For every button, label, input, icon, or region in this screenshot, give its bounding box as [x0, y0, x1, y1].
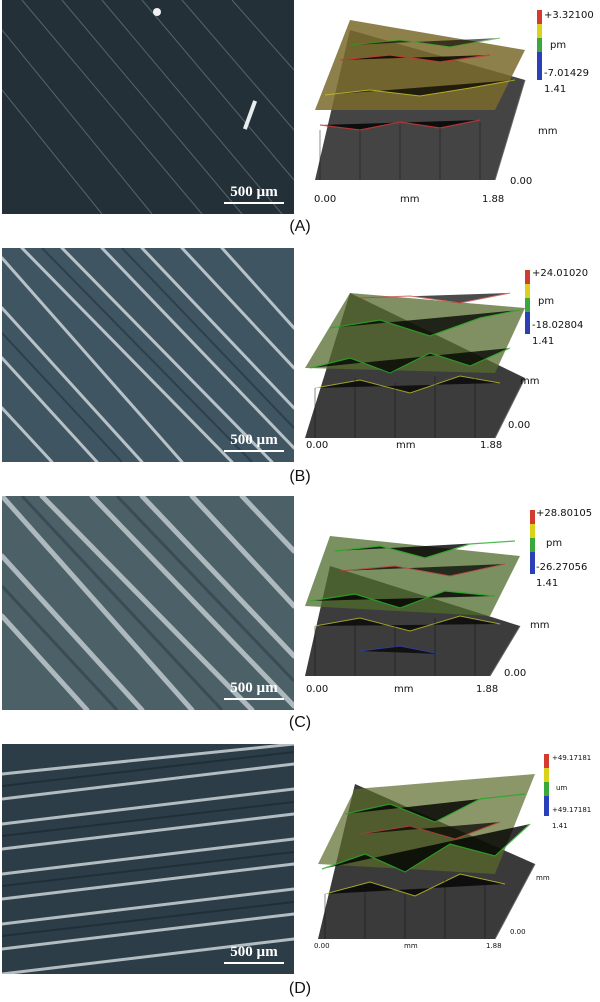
- x-axis-end: 1.88: [476, 684, 499, 695]
- surface-plot-a: +3.32100 pm -7.01429 1.41 mm 0.00 0.00 m…: [300, 0, 600, 214]
- colorbar-yellow: [525, 284, 530, 298]
- x-axis-start: 0.00: [306, 440, 329, 451]
- colorbar-red: [525, 270, 530, 284]
- colorbar-min: -18.02804: [532, 320, 584, 331]
- x-axis-start: 0.00: [314, 942, 330, 950]
- micrograph-c: 500 µm: [2, 496, 294, 710]
- x-axis-end: 1.88: [486, 942, 502, 950]
- scale-bar: 500 µm: [224, 432, 284, 452]
- surface-plot-b: +24.01020 pm -18.02804 1.41 mm 0.00 0.00…: [300, 248, 600, 462]
- scale-bar: 500 µm: [224, 944, 284, 964]
- y-axis-zero: 0.00: [510, 928, 526, 936]
- x-axis-unit: mm: [404, 942, 418, 950]
- surface-plot-d: +49.17181 um +49.17181 1.41 mm 0.00 0.00…: [300, 744, 600, 974]
- colorbar-unit: pm: [538, 296, 555, 307]
- micrograph-a: 500 µm: [2, 0, 294, 214]
- colorbar-max: +24.01020: [532, 268, 589, 279]
- y-axis-unit: mm: [536, 874, 550, 882]
- colorbar-blue: [544, 796, 549, 816]
- micrograph-d-image: [2, 744, 294, 974]
- colorbar-blue: [530, 552, 535, 574]
- y-axis-length: 1.41: [544, 84, 567, 95]
- micrograph-b-image: [2, 248, 294, 462]
- y-axis-zero: 0.00: [510, 176, 533, 187]
- y-axis-unit: mm: [530, 620, 550, 631]
- panel-b: 500 µm +24.0102: [0, 248, 600, 496]
- colorbar-green: [530, 538, 535, 552]
- colorbar-green: [525, 298, 530, 312]
- panel-c: 500 µm: [0, 496, 600, 744]
- x-axis-unit: mm: [396, 440, 416, 451]
- colorbar-max: +3.32100: [544, 10, 594, 21]
- surface-plot-b-svg: [305, 292, 526, 439]
- colorbar-min: -26.27056: [536, 562, 588, 573]
- scale-bar: 500 µm: [224, 680, 284, 700]
- caption-d: (D): [288, 980, 312, 997]
- colorbar-red: [537, 10, 542, 24]
- colorbar-min: +49.17181: [552, 806, 592, 814]
- x-axis-end: 1.88: [480, 440, 503, 451]
- colorbar-yellow: [544, 768, 549, 782]
- y-axis-length: 1.41: [532, 336, 555, 347]
- y-axis-length: 1.41: [536, 578, 559, 589]
- caption-a: (A): [289, 218, 311, 235]
- y-axis-zero: 0.00: [508, 420, 531, 431]
- x-axis-start: 0.00: [306, 684, 329, 695]
- colorbar-max: +49.17181: [552, 754, 592, 762]
- y-axis-length: 1.41: [552, 822, 568, 830]
- colorbar-green: [544, 782, 549, 796]
- colorbar-yellow: [537, 24, 542, 38]
- colorbar-blue: [525, 312, 530, 334]
- surface-plot-c-svg: [305, 536, 521, 677]
- panel-a: 500 µm +3.32100: [0, 0, 600, 248]
- panel-d: 500 µm +49.1718: [0, 744, 600, 997]
- y-axis-unit: mm: [520, 376, 540, 387]
- colorbar-red: [544, 754, 549, 768]
- surface-plot-d-svg: [318, 774, 536, 940]
- colorbar-min: -7.01429: [544, 68, 589, 79]
- y-axis-unit: mm: [538, 126, 558, 137]
- colorbar-max: +28.80105: [536, 508, 593, 519]
- micrograph-b: 500 µm: [2, 248, 294, 462]
- micrograph-d: 500 µm: [2, 744, 294, 974]
- y-axis-zero: 0.00: [504, 668, 527, 679]
- colorbar-blue: [537, 52, 542, 80]
- colorbar-unit: pm: [546, 538, 563, 549]
- x-axis-unit: mm: [394, 684, 414, 695]
- x-axis-unit: mm: [400, 194, 420, 205]
- micrograph-a-image: [2, 0, 294, 214]
- colorbar-unit: um: [556, 784, 568, 792]
- colorbar-unit: pm: [550, 40, 567, 51]
- caption-c: (C): [288, 714, 312, 731]
- x-axis-end: 1.88: [482, 194, 505, 205]
- scale-bar: 500 µm: [224, 184, 284, 204]
- colorbar-yellow: [530, 524, 535, 538]
- surface-plot-c: +28.80105 pm -26.27056 1.41 mm 0.00 0.00…: [300, 496, 600, 710]
- caption-b: (B): [289, 468, 311, 485]
- surface-plot-a-svg: [315, 20, 526, 181]
- micrograph-c-image: [2, 496, 294, 710]
- colorbar-green: [537, 38, 542, 52]
- colorbar-red: [530, 510, 535, 524]
- x-axis-start: 0.00: [314, 194, 337, 205]
